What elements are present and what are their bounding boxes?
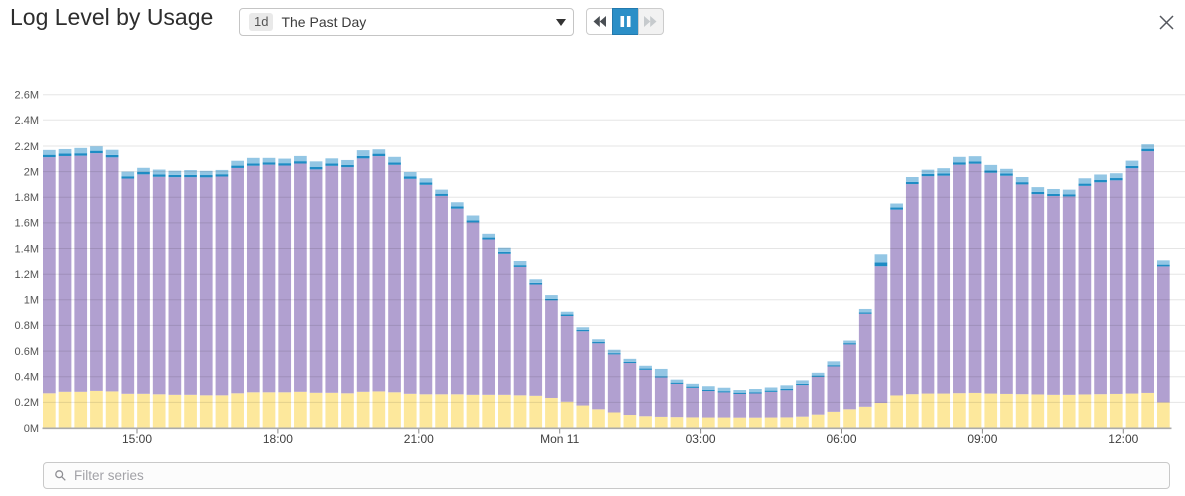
svg-text:18:00: 18:00	[263, 432, 293, 446]
svg-text:1M: 1M	[24, 295, 39, 307]
svg-text:2.4M: 2.4M	[15, 115, 39, 127]
svg-text:1.4M: 1.4M	[15, 243, 39, 255]
svg-text:2M: 2M	[24, 166, 39, 178]
svg-text:03:00: 03:00	[686, 432, 716, 446]
svg-text:12:00: 12:00	[1108, 432, 1138, 446]
svg-text:21:00: 21:00	[404, 432, 434, 446]
svg-text:2.2M: 2.2M	[15, 141, 39, 153]
svg-text:0M: 0M	[24, 423, 39, 435]
svg-text:0.8M: 0.8M	[15, 320, 39, 332]
svg-text:Mon 11: Mon 11	[540, 432, 579, 446]
svg-text:1.6M: 1.6M	[15, 218, 39, 230]
svg-text:15:00: 15:00	[122, 432, 152, 446]
svg-text:1.2M: 1.2M	[15, 269, 39, 281]
svg-text:0.4M: 0.4M	[15, 372, 39, 384]
svg-text:2.6M: 2.6M	[15, 90, 39, 102]
svg-text:0.6M: 0.6M	[15, 346, 39, 358]
svg-text:0.2M: 0.2M	[15, 397, 39, 409]
svg-text:09:00: 09:00	[967, 432, 997, 446]
svg-text:06:00: 06:00	[826, 432, 856, 446]
svg-text:1.8M: 1.8M	[15, 192, 39, 204]
